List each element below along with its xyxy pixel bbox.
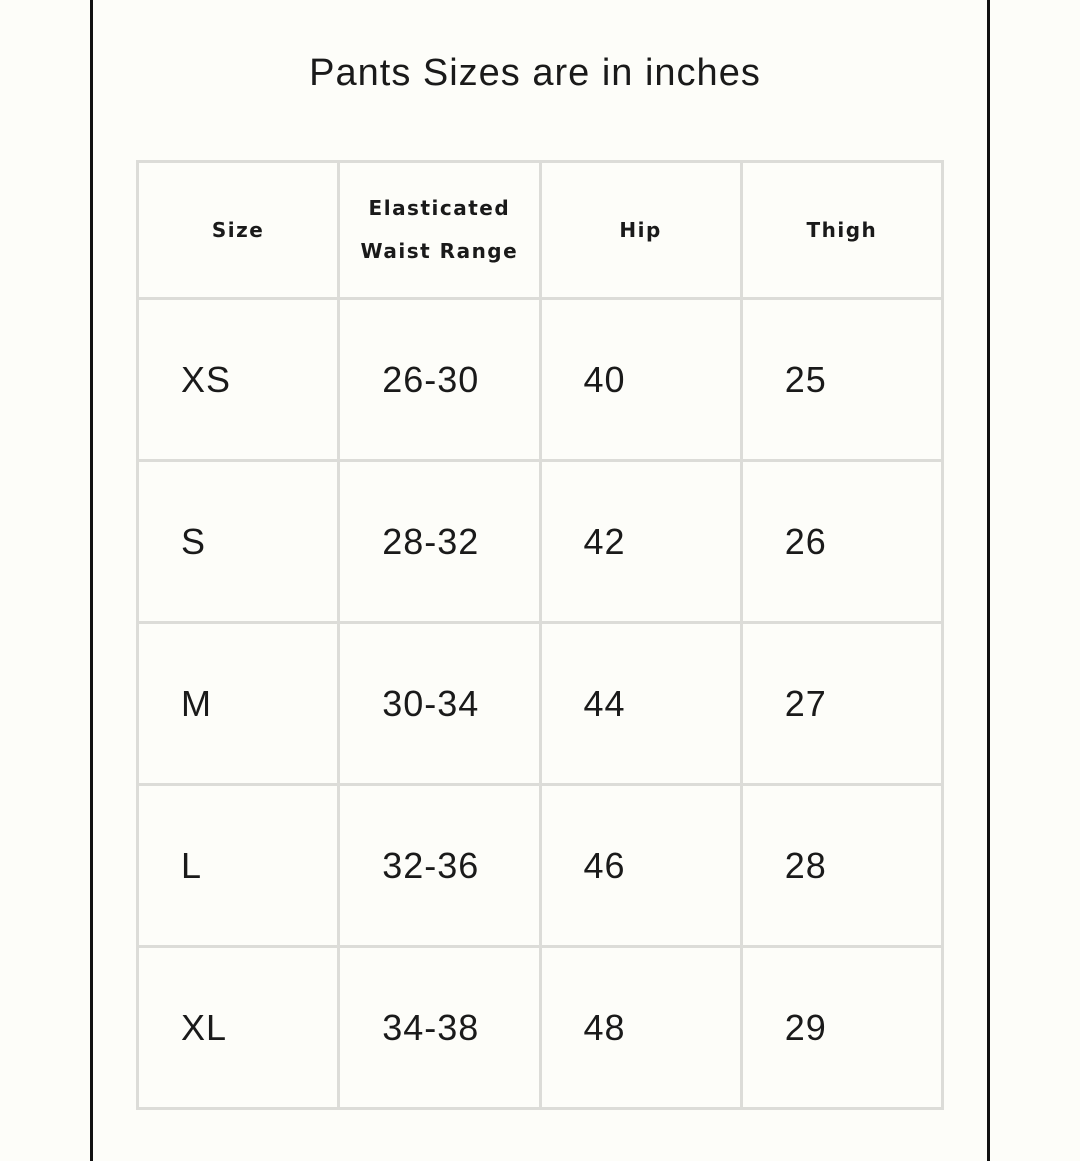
cell-size: L [135, 783, 341, 948]
cell-thigh: 25 [739, 297, 945, 462]
table-row: XS 26-30 40 25 [135, 297, 945, 462]
cell-hip: 46 [538, 783, 743, 948]
header-thigh-label: Thigh [806, 217, 878, 242]
cell-hip: 42 [538, 459, 743, 624]
cell-waist: 32-36 [337, 783, 542, 948]
header-waist-label-line2: Waist Range [360, 239, 519, 263]
cell-hip: 48 [538, 945, 743, 1110]
cell-thigh: 27 [739, 621, 945, 786]
header-size-label: Size [211, 217, 265, 242]
table-row: M 30-34 44 27 [135, 621, 945, 786]
cell-thigh: 28 [739, 783, 945, 948]
cell-hip: 40 [538, 297, 743, 462]
cell-size: XS [135, 297, 341, 462]
header-waist-label-line1: Elasticated [368, 196, 511, 220]
cell-size: M [135, 621, 341, 786]
cell-size: S [135, 459, 341, 624]
cell-size: XL [135, 945, 341, 1110]
table-row: XL 34-38 48 29 [135, 945, 945, 1110]
cell-waist: 28-32 [337, 459, 542, 624]
cell-waist: 30-34 [337, 621, 542, 786]
cell-waist: 26-30 [337, 297, 542, 462]
header-thigh: Thigh [739, 160, 945, 300]
left-border-line [90, 0, 93, 1161]
header-hip: Hip [538, 160, 743, 300]
table-row: S 28-32 42 26 [135, 459, 945, 624]
page-title: Pants Sizes are in inches [309, 52, 761, 94]
right-border-line [987, 0, 990, 1161]
cell-thigh: 26 [739, 459, 945, 624]
table-row: L 32-36 46 28 [135, 783, 945, 948]
cell-hip: 44 [538, 621, 743, 786]
header-waist: Elasticated Waist Range [337, 160, 542, 300]
header-hip-label: Hip [619, 217, 662, 242]
cell-waist: 34-38 [337, 945, 542, 1110]
cell-thigh: 29 [739, 945, 945, 1110]
header-size: Size [135, 160, 341, 300]
header-row: Size Elasticated Waist Range Hip Thigh [135, 160, 945, 300]
size-chart-table: Size Elasticated Waist Range Hip Thigh XS… [135, 160, 945, 1110]
